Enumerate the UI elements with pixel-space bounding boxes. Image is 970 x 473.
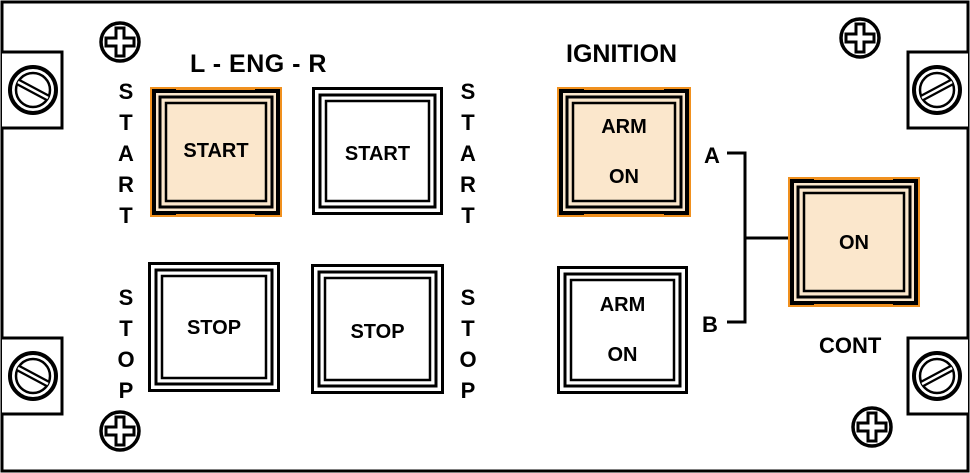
continuous-ignition-button[interactable]: ON xyxy=(788,177,920,307)
cont-label: CONT xyxy=(819,333,882,358)
right-stop-label: STOP xyxy=(350,321,405,343)
slotted-screw-icon xyxy=(8,65,58,115)
button-bezel xyxy=(148,262,280,392)
right-engine-stop-button[interactable]: STOP xyxy=(311,264,444,394)
left-start-side-label: S T A R T xyxy=(118,79,134,228)
slotted-screw-icon xyxy=(912,65,962,115)
phillips-screw-icon xyxy=(99,21,141,63)
branch-a-label: A xyxy=(704,143,720,168)
button-bezel xyxy=(557,266,688,394)
ignition-a-on-label: ON xyxy=(609,166,639,188)
phillips-screw-icon xyxy=(99,410,141,452)
left-engine-stop-button[interactable]: STOP xyxy=(148,262,280,392)
right-start-label: START xyxy=(344,143,411,165)
button-bezel xyxy=(557,87,691,217)
left-engine-start-button[interactable]: START xyxy=(150,87,282,217)
button-bezel xyxy=(150,87,282,217)
ignition-b-arm-label: ARM xyxy=(599,294,646,316)
button-bezel xyxy=(312,87,443,215)
right-start-side-label: S T A R T xyxy=(460,79,476,228)
left-start-label: START xyxy=(183,140,249,162)
button-bezel xyxy=(311,264,444,394)
slotted-screw-icon xyxy=(8,351,58,401)
button-bezel xyxy=(788,177,920,307)
phillips-screw-icon xyxy=(839,17,881,59)
right-stop-side-label: S T O P xyxy=(459,285,477,403)
phillips-screw-icon xyxy=(851,406,893,448)
ignition-bracket xyxy=(727,151,790,324)
branch-b-label: B xyxy=(702,312,718,337)
ignition-b-arm-button[interactable]: ARM ON xyxy=(557,266,688,394)
left-stop-side-label: S T O P xyxy=(117,285,135,403)
engine-title: L - ENG - R xyxy=(190,50,327,78)
continuous-on-label: ON xyxy=(839,232,869,254)
right-engine-start-button[interactable]: START xyxy=(312,87,443,215)
ignition-b-on-label: ON xyxy=(607,344,638,366)
ignition-title: IGNITION xyxy=(566,40,678,68)
ignition-a-arm-button[interactable]: ARM ON xyxy=(557,87,691,217)
slotted-screw-icon xyxy=(912,351,962,401)
left-stop-label: STOP xyxy=(186,317,242,339)
ignition-a-arm-label: ARM xyxy=(601,116,647,138)
